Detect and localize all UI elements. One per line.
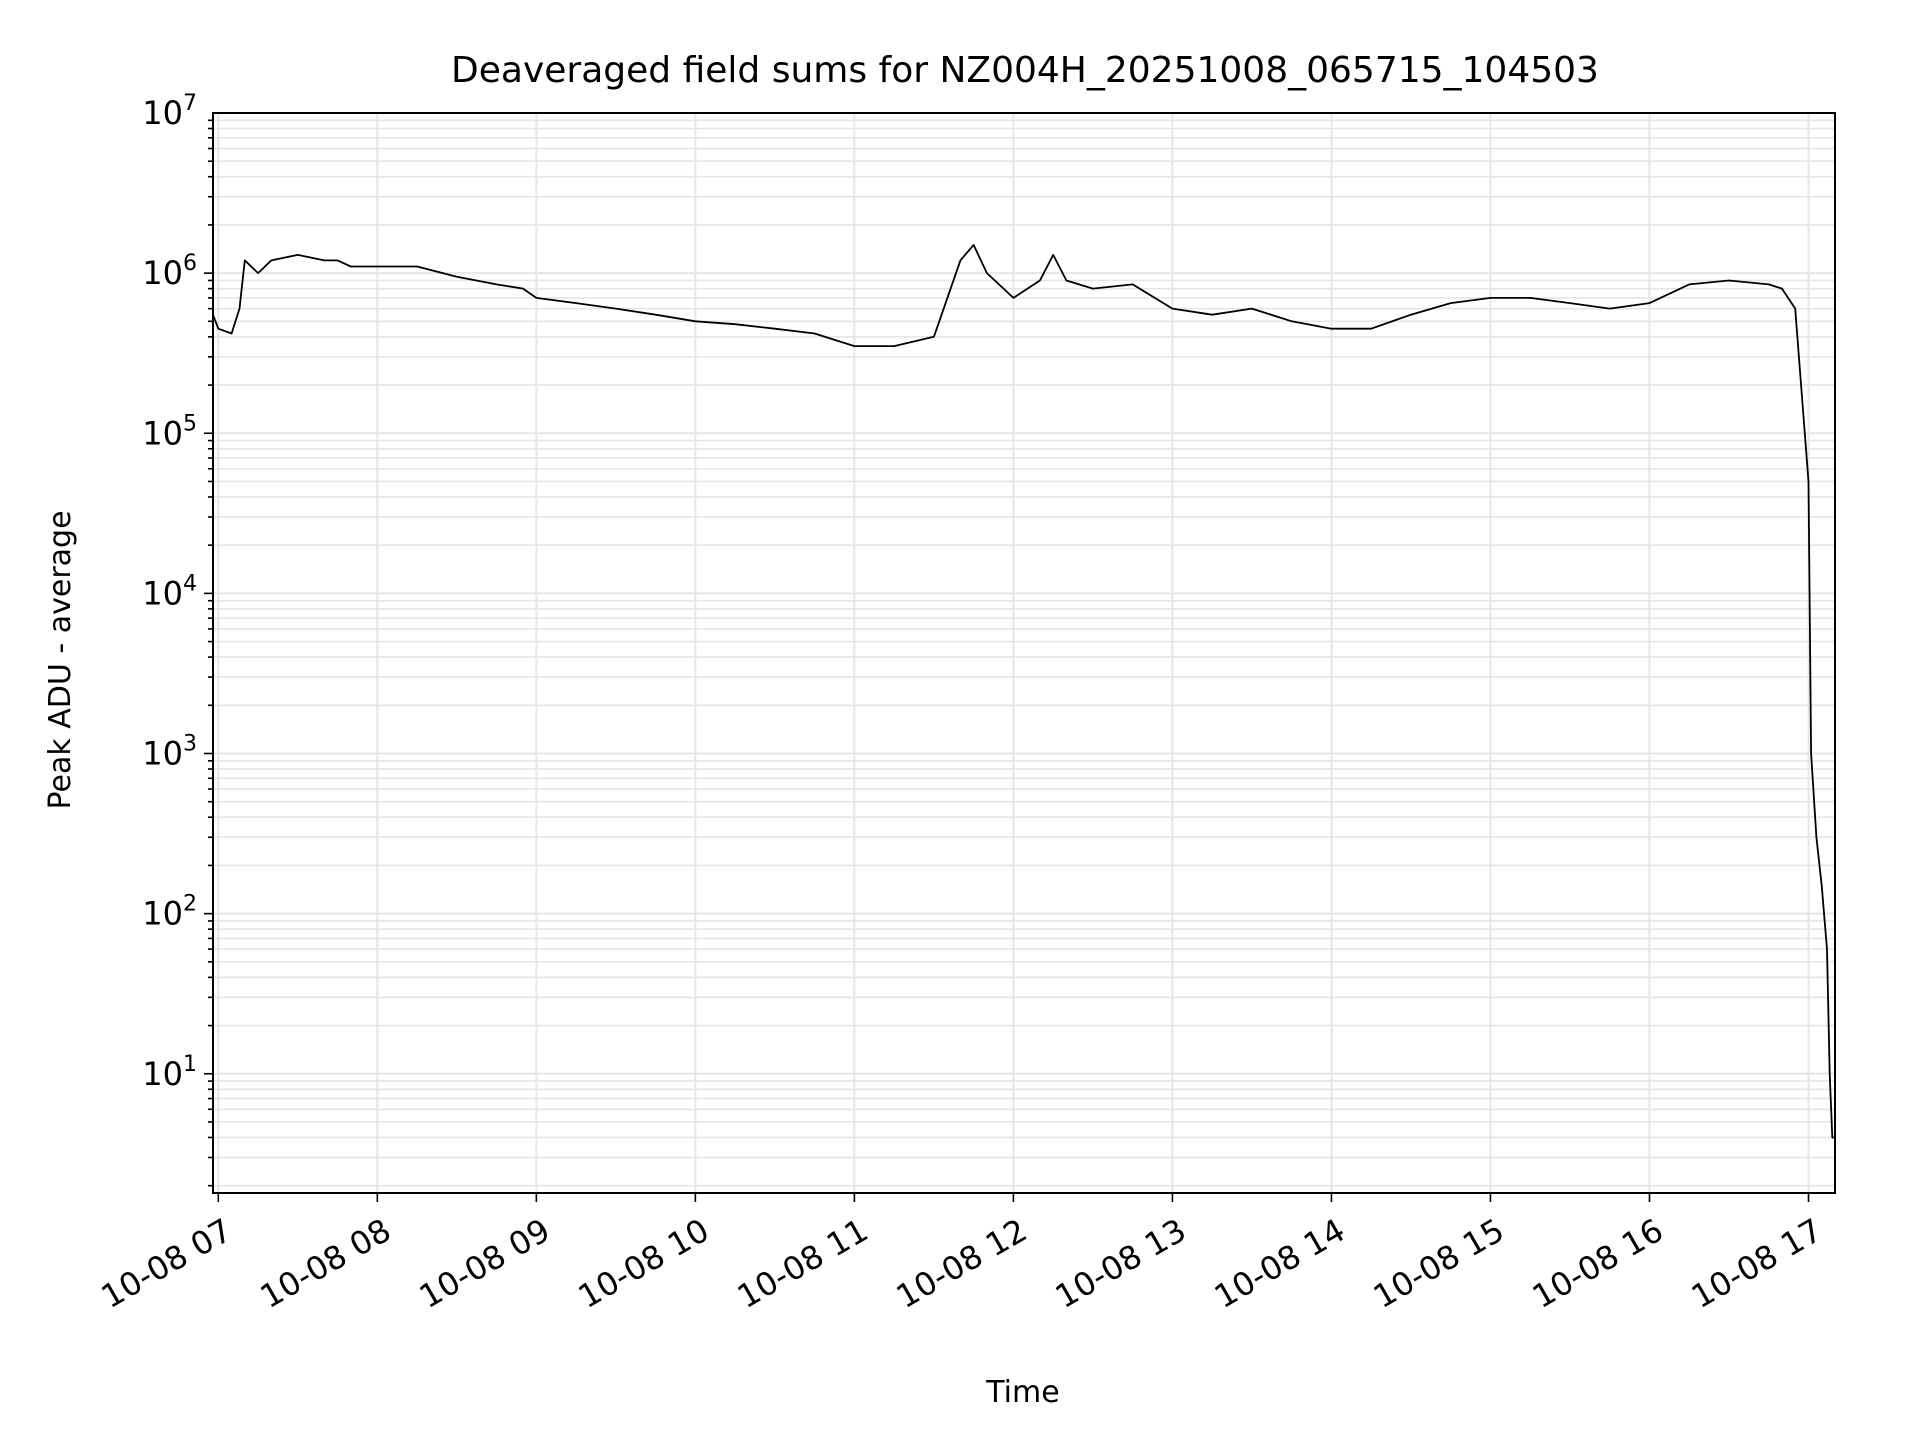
- y-tick-label: 104: [142, 571, 197, 612]
- chart-title: Deaveraged field sums for NZ004H_2025100…: [451, 50, 1599, 91]
- y-tick-label: 105: [142, 411, 197, 452]
- y-tick-label: 102: [142, 892, 197, 933]
- y-tick-label: 101: [142, 1052, 197, 1093]
- y-tick-label: 103: [142, 732, 197, 773]
- x-axis-label: Time: [985, 1375, 1059, 1410]
- y-tick-label: 107: [142, 91, 197, 132]
- axes-frame: [212, 112, 1836, 1194]
- series-line: [212, 243, 1835, 1139]
- y-tick-label: 106: [142, 251, 197, 292]
- y-axis-label: Peak ADU - average: [43, 510, 78, 809]
